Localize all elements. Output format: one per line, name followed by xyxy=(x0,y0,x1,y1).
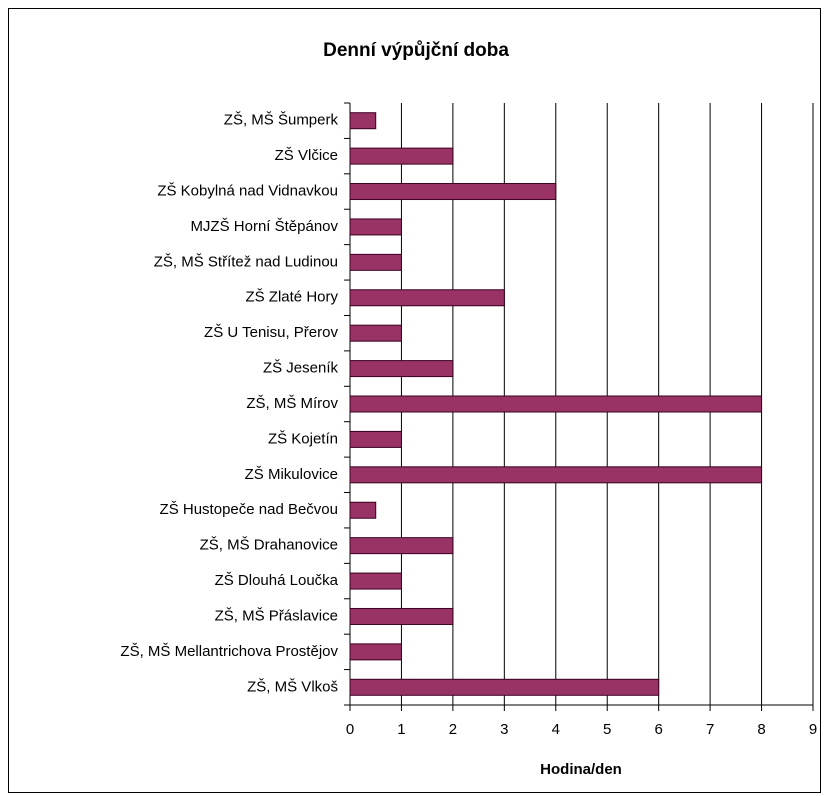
y-tick-label: ZŠ, MŠ Mírov xyxy=(246,395,338,412)
bar xyxy=(349,147,454,165)
y-tick-label: ZŠ, MŠ Přáslavice xyxy=(215,607,338,624)
bar xyxy=(349,643,402,661)
bar xyxy=(349,395,763,413)
bar xyxy=(349,218,402,236)
bar xyxy=(349,112,377,130)
x-tick-label: 7 xyxy=(706,721,714,738)
x-tick-label: 6 xyxy=(654,721,662,738)
x-tick-label: 3 xyxy=(500,721,508,738)
x-tick-label: 9 xyxy=(809,721,817,738)
y-tick-label: ZŠ, MŠ Střítež nad Ludinou xyxy=(154,253,338,270)
y-tick-label: ZŠ, MŠ Šumperk xyxy=(224,112,339,129)
x-tick-label: 5 xyxy=(603,721,611,738)
y-tick-label: ZŠ Hustopeče nad Bečvou xyxy=(160,501,338,518)
x-tick-label: 8 xyxy=(757,721,765,738)
bar xyxy=(349,537,454,555)
bar xyxy=(349,430,402,448)
x-tick-label: 1 xyxy=(397,721,405,738)
y-tick-label: ZŠ Kobylná nad Vidnavkou xyxy=(157,182,338,199)
bar xyxy=(349,253,402,271)
x-tick-label: 0 xyxy=(346,721,354,738)
bar xyxy=(349,501,377,519)
x-tick-label: 4 xyxy=(552,721,560,738)
bar xyxy=(349,678,660,696)
bar xyxy=(349,324,402,342)
y-tick-label: ZŠ, MŠ Drahanovice xyxy=(200,537,338,554)
y-tick-label: ZŠ Zlaté Hory xyxy=(245,289,338,306)
bar xyxy=(349,466,763,484)
y-tick-label: ZŠ, MŠ Mellantrichova Prostějov xyxy=(120,643,338,660)
bar xyxy=(349,607,454,625)
bar xyxy=(349,360,454,378)
bar xyxy=(349,572,402,590)
bar xyxy=(349,183,557,201)
bar xyxy=(349,289,505,307)
y-tick-label: ZŠ U Tenisu, Přerov xyxy=(204,324,338,341)
y-tick-label: ZŠ Mikulovice xyxy=(245,466,338,483)
y-tick-label: ZŠ Kojetín xyxy=(268,430,338,447)
y-tick-label: ZŠ, MŠ Vlkoš xyxy=(247,678,338,695)
y-tick-label: ZŠ Jeseník xyxy=(263,360,339,377)
y-tick-label: ZŠ Dlouhá Loučka xyxy=(215,572,339,589)
chart-title: Denní výpůjční doba xyxy=(323,40,509,61)
x-axis-label: Hodina/den xyxy=(540,761,622,778)
y-tick-label: MJZŠ Horní Štěpánov xyxy=(190,218,338,235)
y-tick-label: ZŠ Vlčice xyxy=(275,147,338,164)
x-tick-label: 2 xyxy=(449,721,457,738)
